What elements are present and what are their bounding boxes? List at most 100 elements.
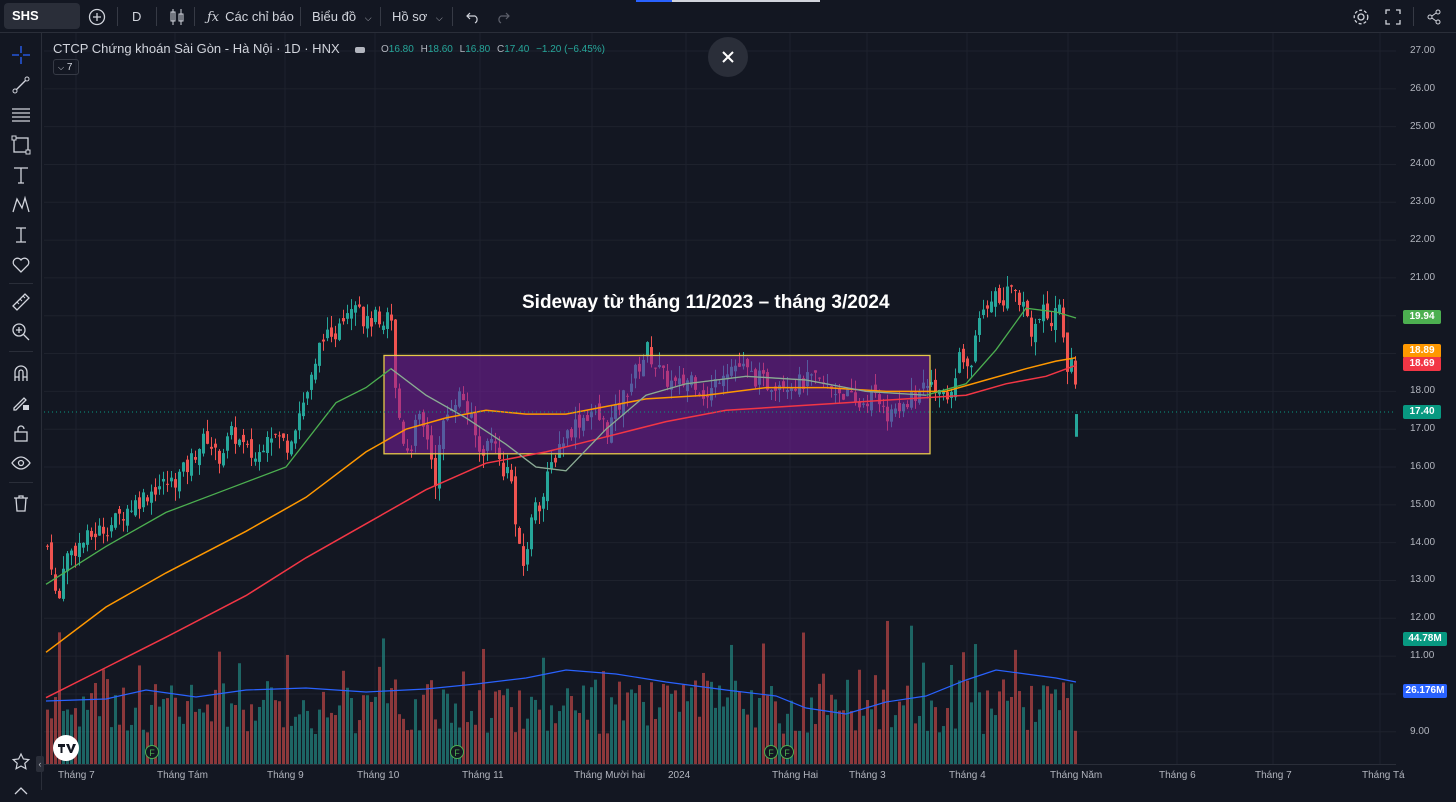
volume-bar — [210, 721, 213, 764]
earnings-marker[interactable]: F — [450, 745, 464, 759]
trendline-tool[interactable] — [9, 73, 33, 97]
volume-bar — [622, 720, 625, 764]
shapes-tool[interactable] — [9, 133, 33, 157]
zoom-tool[interactable] — [9, 320, 33, 344]
volume-bar — [602, 671, 605, 764]
fullscreen-button[interactable] — [1385, 0, 1401, 33]
candle-body — [58, 590, 61, 599]
volume-bar — [814, 724, 817, 764]
volume-bar — [1070, 683, 1073, 764]
candle-body — [162, 478, 165, 482]
volume-bar — [286, 654, 289, 764]
volume-bar — [494, 691, 497, 764]
indicators-collapse-button[interactable]: ⌵ 7 — [53, 59, 79, 75]
price-tick-label: 22.00 — [1410, 234, 1436, 246]
candle-body — [106, 535, 109, 537]
volume-bar — [1042, 685, 1045, 764]
volume-bar — [194, 711, 197, 764]
price-tick-label: 17.00 — [1410, 423, 1436, 435]
volume-bar — [770, 686, 773, 764]
candle-body — [362, 306, 365, 327]
magnet-tool[interactable] — [9, 361, 33, 385]
volume-bar — [362, 695, 365, 764]
candle-body — [1066, 332, 1069, 372]
chart-menu-button[interactable]: Biểu đồ ⌵ — [312, 9, 372, 24]
volume-bar — [726, 697, 729, 764]
icons-tool[interactable] — [9, 253, 33, 277]
lock-drawings-tool[interactable] — [9, 421, 33, 445]
chart-type-button[interactable] — [169, 0, 185, 33]
earnings-marker[interactable]: F — [780, 745, 794, 759]
candle-body — [126, 508, 129, 526]
time-axis[interactable] — [44, 764, 1396, 791]
volume-bar — [1026, 729, 1029, 764]
volume-bar — [650, 682, 653, 764]
undo-button[interactable] — [465, 0, 481, 33]
candle-body — [338, 323, 341, 340]
volume-bar — [966, 680, 969, 764]
measure-tool[interactable] — [9, 290, 33, 314]
candle-body — [74, 545, 77, 556]
candle-body — [286, 440, 289, 453]
trendline-icon — [12, 76, 30, 94]
candle-body — [254, 458, 257, 462]
volume-bar — [262, 699, 265, 764]
candle-body — [514, 476, 517, 525]
symbol-search-button[interactable]: SHS — [4, 3, 80, 29]
volume-bar — [238, 663, 241, 764]
volume-bar — [662, 683, 665, 764]
volume-bar — [778, 723, 781, 764]
candle-body — [182, 462, 185, 472]
pattern-tool[interactable] — [9, 193, 33, 217]
volume-bar — [474, 724, 477, 764]
indicators-button[interactable]: ƒx Các chỉ báo — [207, 9, 294, 25]
redo-button[interactable] — [495, 0, 511, 33]
favorites-tool[interactable] — [9, 750, 33, 774]
hide-drawings-tool[interactable] — [9, 451, 33, 475]
fib-tool[interactable] — [9, 103, 33, 127]
remove-drawings-tool[interactable] — [9, 491, 33, 515]
candle-body — [194, 457, 197, 460]
volume-bar — [558, 711, 561, 764]
volume-bar — [986, 690, 989, 764]
candle-body — [1054, 308, 1057, 330]
earnings-marker[interactable]: F — [764, 745, 778, 759]
candle-body — [334, 333, 337, 340]
candle-body — [290, 441, 293, 455]
candle-body — [510, 469, 513, 482]
interval-button[interactable]: D — [132, 9, 142, 24]
volume-bar — [998, 691, 1001, 764]
minus-icon[interactable] — [355, 46, 366, 53]
close-button[interactable] — [708, 37, 748, 77]
candle-body — [1002, 300, 1005, 306]
volume-bar — [314, 733, 317, 764]
earnings-marker[interactable]: F — [145, 745, 159, 759]
candle-body — [238, 439, 241, 446]
add-symbol-button[interactable] — [88, 0, 106, 33]
ohlc-values: O16.80 H18.60 L16.80 C17.40 −1.20 (−6.45… — [381, 44, 605, 55]
profile-menu-button[interactable]: Hồ sơ ⌵ — [392, 9, 443, 24]
settings-button[interactable] — [1352, 0, 1370, 33]
collapse-panel-icon[interactable]: ‹ — [36, 756, 44, 772]
candle-body — [250, 439, 253, 458]
candle-body — [86, 530, 89, 545]
tradingview-logo[interactable] — [53, 735, 79, 761]
prediction-tool[interactable] — [9, 223, 33, 247]
text-tool[interactable] — [9, 163, 33, 187]
volume-bar — [1034, 721, 1037, 764]
price-tick-label: 15.00 — [1410, 498, 1436, 510]
time-tick-label: Tháng 10 — [357, 770, 400, 781]
share-button[interactable] — [1426, 0, 1442, 33]
sideway-rectangle — [383, 354, 931, 455]
time-tick-label: Tháng 9 — [267, 770, 304, 781]
candle-body — [1006, 286, 1009, 309]
volume-bar — [842, 710, 845, 764]
drawing-mode-tool[interactable] — [9, 391, 33, 415]
candle-body — [646, 342, 649, 357]
volume-bar — [978, 692, 981, 764]
price-badge: 44.78M — [1403, 632, 1447, 646]
volume-bar — [454, 703, 457, 764]
sideway-annotation[interactable]: Sideway từ tháng 11/2023 – tháng 3/2024 — [522, 292, 890, 313]
crosshair-tool[interactable] — [9, 43, 33, 67]
